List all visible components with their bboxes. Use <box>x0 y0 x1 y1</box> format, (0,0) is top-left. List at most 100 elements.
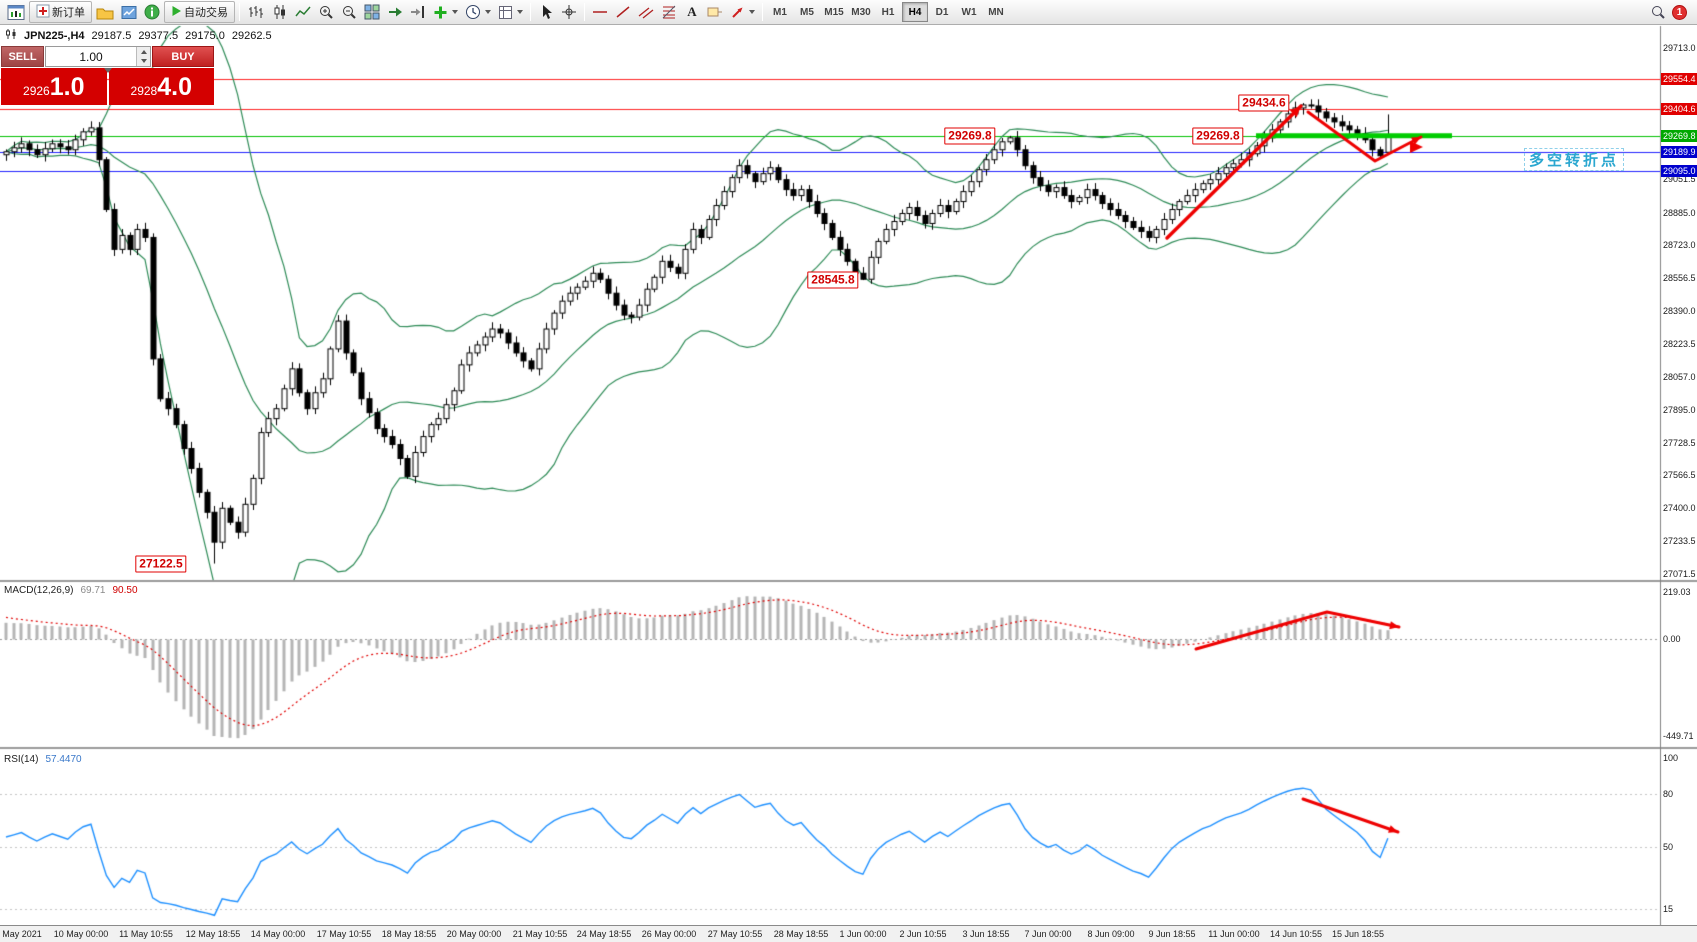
time-axis-label: 11 Jun 00:00 <box>1208 929 1260 939</box>
search-icon[interactable] <box>1647 1 1669 23</box>
tile-windows-icon[interactable] <box>361 1 383 23</box>
price-callout[interactable]: 27122.5 <box>135 555 187 573</box>
text-tool-icon[interactable]: A <box>687 4 697 19</box>
price-callout[interactable]: 29269.8 <box>944 127 996 145</box>
templates-icon[interactable] <box>495 1 526 23</box>
volume-up-button[interactable] <box>137 47 150 57</box>
candlesticks-icon[interactable] <box>269 1 291 23</box>
time-axis-label: 26 May 00:00 <box>641 929 697 939</box>
terminal-icon[interactable] <box>4 1 28 23</box>
time-axis-label: 24 May 18:55 <box>576 929 632 939</box>
data-window-icon[interactable] <box>141 1 163 23</box>
time-axis-label: 7 Jun 00:00 <box>1024 929 1072 939</box>
auto-scroll-icon[interactable] <box>384 1 406 23</box>
bar-open-value: 29187.5 <box>91 29 132 42</box>
macd-axis-label: 219.03 <box>1663 587 1691 598</box>
zoom-in-icon[interactable] <box>315 1 337 23</box>
rsi-axis-label: 15 <box>1663 904 1674 915</box>
time-axis-label: 3 Jun 18:55 <box>962 929 1010 939</box>
volume-down-button[interactable] <box>137 56 150 66</box>
price-axis-label: 27233.5 <box>1663 536 1696 547</box>
bar-low-value: 29175.0 <box>185 29 225 42</box>
price-callout[interactable]: 29434.6 <box>1238 94 1290 112</box>
time-axis-label: 21 May 10:55 <box>512 929 568 939</box>
buy-button[interactable]: BUY <box>152 46 214 67</box>
time-axis[interactable]: May 2021 10 May 00:00 11 May 10:55 12 May 1… <box>0 925 1697 942</box>
line-chart-icon[interactable] <box>292 1 314 23</box>
price-axis-label: 28723.0 <box>1663 239 1696 250</box>
toolbar: 新订单 自动交易 <box>0 0 1697 25</box>
periods-icon[interactable] <box>462 1 494 23</box>
timeframe-mn[interactable]: MN <box>988 6 1004 18</box>
price-axis-label: 28556.5 <box>1663 272 1696 283</box>
timeframe-m15[interactable]: M15 <box>824 6 844 18</box>
cursor-icon[interactable] <box>535 1 557 23</box>
rsi-axis-label: 100 <box>1663 753 1679 763</box>
profiles-icon[interactable] <box>93 1 117 23</box>
new-order-label: 新订单 <box>52 7 85 19</box>
rsi-indicator-label: RSI(14) 57.4470 <box>4 754 82 765</box>
bar-chart-icon[interactable] <box>244 1 268 23</box>
price-callout[interactable]: 29269.8 <box>1192 127 1244 145</box>
time-axis-label: 10 May 00:00 <box>53 929 109 939</box>
arrows-icon[interactable] <box>727 1 758 23</box>
time-axis-label: 1 Jun 00:00 <box>839 929 887 939</box>
label-icon[interactable] <box>704 1 726 23</box>
timeframe-h4[interactable]: H4 <box>902 2 928 22</box>
price-line-label: 29189.9 <box>1661 145 1697 158</box>
time-axis-label: 2 Jun 10:55 <box>899 929 947 939</box>
new-order-button[interactable]: 新订单 <box>29 1 92 23</box>
zoom-out-icon[interactable] <box>338 1 360 23</box>
timeframe-d1[interactable]: D1 <box>935 6 949 18</box>
price-axis-label: 28390.0 <box>1663 306 1696 317</box>
price-axis-label: 27071.5 <box>1663 568 1696 579</box>
macd-axis-label: -449.71 <box>1663 730 1694 741</box>
time-axis-label: 14 Jun 10:55 <box>1269 929 1323 939</box>
buy-price-display[interactable]: 2928 4.0 <box>108 68 214 105</box>
price-axis-label: 27566.5 <box>1663 470 1696 481</box>
sell-price-display[interactable]: 2926 1.0 <box>1 68 107 105</box>
trendline-icon[interactable] <box>612 1 634 23</box>
timeframe-w1[interactable]: W1 <box>961 6 977 18</box>
price-axis-label: 27400.0 <box>1663 503 1696 514</box>
horizontal-line-icon[interactable] <box>589 1 611 23</box>
chart-symbol-period: JPN225-,H4 <box>24 29 85 42</box>
timeframe-m1[interactable]: M1 <box>773 6 787 18</box>
time-axis-label: 15 Jun 18:55 <box>1331 929 1385 939</box>
volume-field <box>45 46 151 67</box>
rsi-axis-label: 80 <box>1663 788 1674 799</box>
chart-symbol-icon <box>5 28 17 43</box>
price-axis-label: 28057.0 <box>1663 372 1696 383</box>
notification-badge[interactable]: 1 <box>1672 4 1687 20</box>
chart-shift-icon[interactable] <box>407 1 429 23</box>
crosshair-icon[interactable] <box>558 1 580 23</box>
channel-icon[interactable] <box>635 1 657 23</box>
price-axis-label: 27895.0 <box>1663 404 1696 415</box>
rsi-axis-label: 50 <box>1663 841 1674 852</box>
price-axis-label: 29713.0 <box>1663 42 1696 53</box>
spread-arrow-icon <box>103 68 112 73</box>
new-order-icon <box>36 4 50 21</box>
price-line-label: 29095.0 <box>1661 164 1697 177</box>
market-watch-icon[interactable] <box>118 1 140 23</box>
volume-input[interactable] <box>46 47 136 66</box>
timeframe-h1[interactable]: H1 <box>881 6 895 18</box>
macd-axis-label: 0.00 <box>1663 634 1681 645</box>
auto-trading-button[interactable]: 自动交易 <box>164 1 235 23</box>
turning-point-annotation[interactable]: 多空转折点 <box>1524 148 1625 171</box>
time-axis-label: 12 May 18:55 <box>185 929 241 939</box>
price-callout[interactable]: 28545.8 <box>807 271 859 289</box>
price-axis-label: 29051.5 <box>1663 174 1696 185</box>
timeframe-m30[interactable]: M30 <box>851 6 871 18</box>
timeframe-m5[interactable]: M5 <box>800 6 814 18</box>
time-axis-label: 28 May 18:55 <box>773 929 829 939</box>
auto-trading-label: 自动交易 <box>184 7 228 19</box>
time-axis-label: 8 Jun 09:00 <box>1087 929 1135 939</box>
fibonacci-icon[interactable] <box>658 1 680 23</box>
add-indicator-icon[interactable] <box>430 1 461 23</box>
sell-button[interactable]: SELL <box>1 46 44 67</box>
time-axis-label: 27 May 10:55 <box>707 929 763 939</box>
